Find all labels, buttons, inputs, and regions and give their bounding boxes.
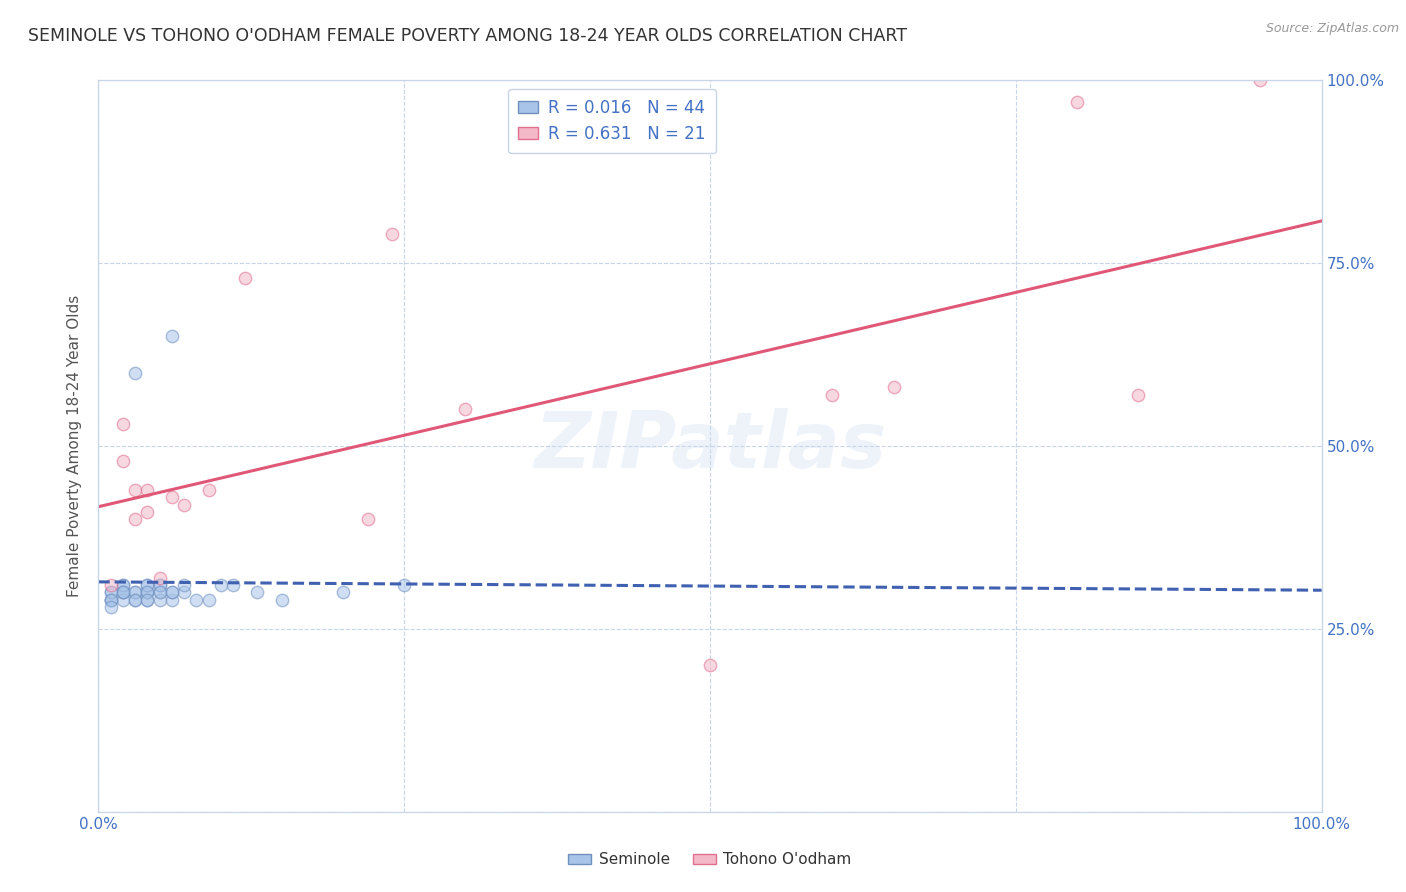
Point bbox=[1128, 388, 1150, 402]
Point bbox=[454, 402, 477, 417]
Point bbox=[209, 578, 232, 592]
Point bbox=[100, 592, 122, 607]
Point bbox=[149, 592, 172, 607]
Point bbox=[1249, 73, 1271, 87]
Point bbox=[381, 227, 404, 241]
Point bbox=[160, 592, 183, 607]
Point bbox=[100, 599, 122, 614]
Point bbox=[100, 592, 122, 607]
Point bbox=[124, 592, 146, 607]
Point bbox=[136, 578, 159, 592]
Point bbox=[136, 592, 159, 607]
Point bbox=[246, 585, 269, 599]
Point bbox=[100, 592, 122, 607]
Point bbox=[136, 483, 159, 497]
Text: SEMINOLE VS TOHONO O'ODHAM FEMALE POVERTY AMONG 18-24 YEAR OLDS CORRELATION CHAR: SEMINOLE VS TOHONO O'ODHAM FEMALE POVERT… bbox=[28, 27, 907, 45]
Text: Source: ZipAtlas.com: Source: ZipAtlas.com bbox=[1265, 22, 1399, 36]
Point bbox=[222, 578, 245, 592]
Point bbox=[111, 585, 134, 599]
Point bbox=[124, 585, 146, 599]
Point bbox=[197, 483, 219, 497]
Point bbox=[149, 578, 172, 592]
Point bbox=[124, 592, 146, 607]
Point bbox=[270, 592, 294, 607]
Point bbox=[100, 585, 122, 599]
Point bbox=[160, 329, 183, 343]
Point bbox=[124, 483, 146, 497]
Point bbox=[356, 512, 378, 526]
Point bbox=[111, 585, 134, 599]
Point bbox=[149, 571, 172, 585]
Point bbox=[111, 417, 134, 431]
Point bbox=[136, 585, 159, 599]
Point bbox=[233, 270, 256, 285]
Point bbox=[136, 592, 159, 607]
Point bbox=[124, 585, 146, 599]
Point bbox=[111, 585, 134, 599]
Point bbox=[111, 585, 134, 599]
Point bbox=[149, 578, 172, 592]
Point bbox=[136, 578, 159, 592]
Point bbox=[136, 585, 159, 599]
Point bbox=[160, 490, 183, 504]
Point bbox=[136, 585, 159, 599]
Point bbox=[100, 578, 122, 592]
Point bbox=[100, 585, 122, 599]
Point bbox=[124, 512, 146, 526]
Point bbox=[173, 585, 195, 599]
Text: ZIPatlas: ZIPatlas bbox=[534, 408, 886, 484]
Point bbox=[699, 658, 721, 673]
Point bbox=[160, 585, 183, 599]
Y-axis label: Female Poverty Among 18-24 Year Olds: Female Poverty Among 18-24 Year Olds bbox=[67, 295, 83, 597]
Point bbox=[136, 505, 159, 519]
Point bbox=[111, 578, 134, 592]
Point bbox=[160, 585, 183, 599]
Point bbox=[149, 585, 172, 599]
Point bbox=[173, 578, 195, 592]
Point bbox=[111, 578, 134, 592]
Point bbox=[173, 498, 195, 512]
Point bbox=[883, 380, 905, 394]
Point bbox=[111, 453, 134, 467]
Point bbox=[186, 592, 208, 607]
Point bbox=[332, 585, 354, 599]
Point bbox=[111, 592, 134, 607]
Legend: Seminole, Tohono O'odham: Seminole, Tohono O'odham bbox=[562, 847, 858, 873]
Point bbox=[149, 585, 172, 599]
Point bbox=[197, 592, 219, 607]
Point bbox=[1066, 95, 1088, 110]
Point bbox=[392, 578, 416, 592]
Point bbox=[124, 366, 146, 380]
Point bbox=[821, 388, 844, 402]
